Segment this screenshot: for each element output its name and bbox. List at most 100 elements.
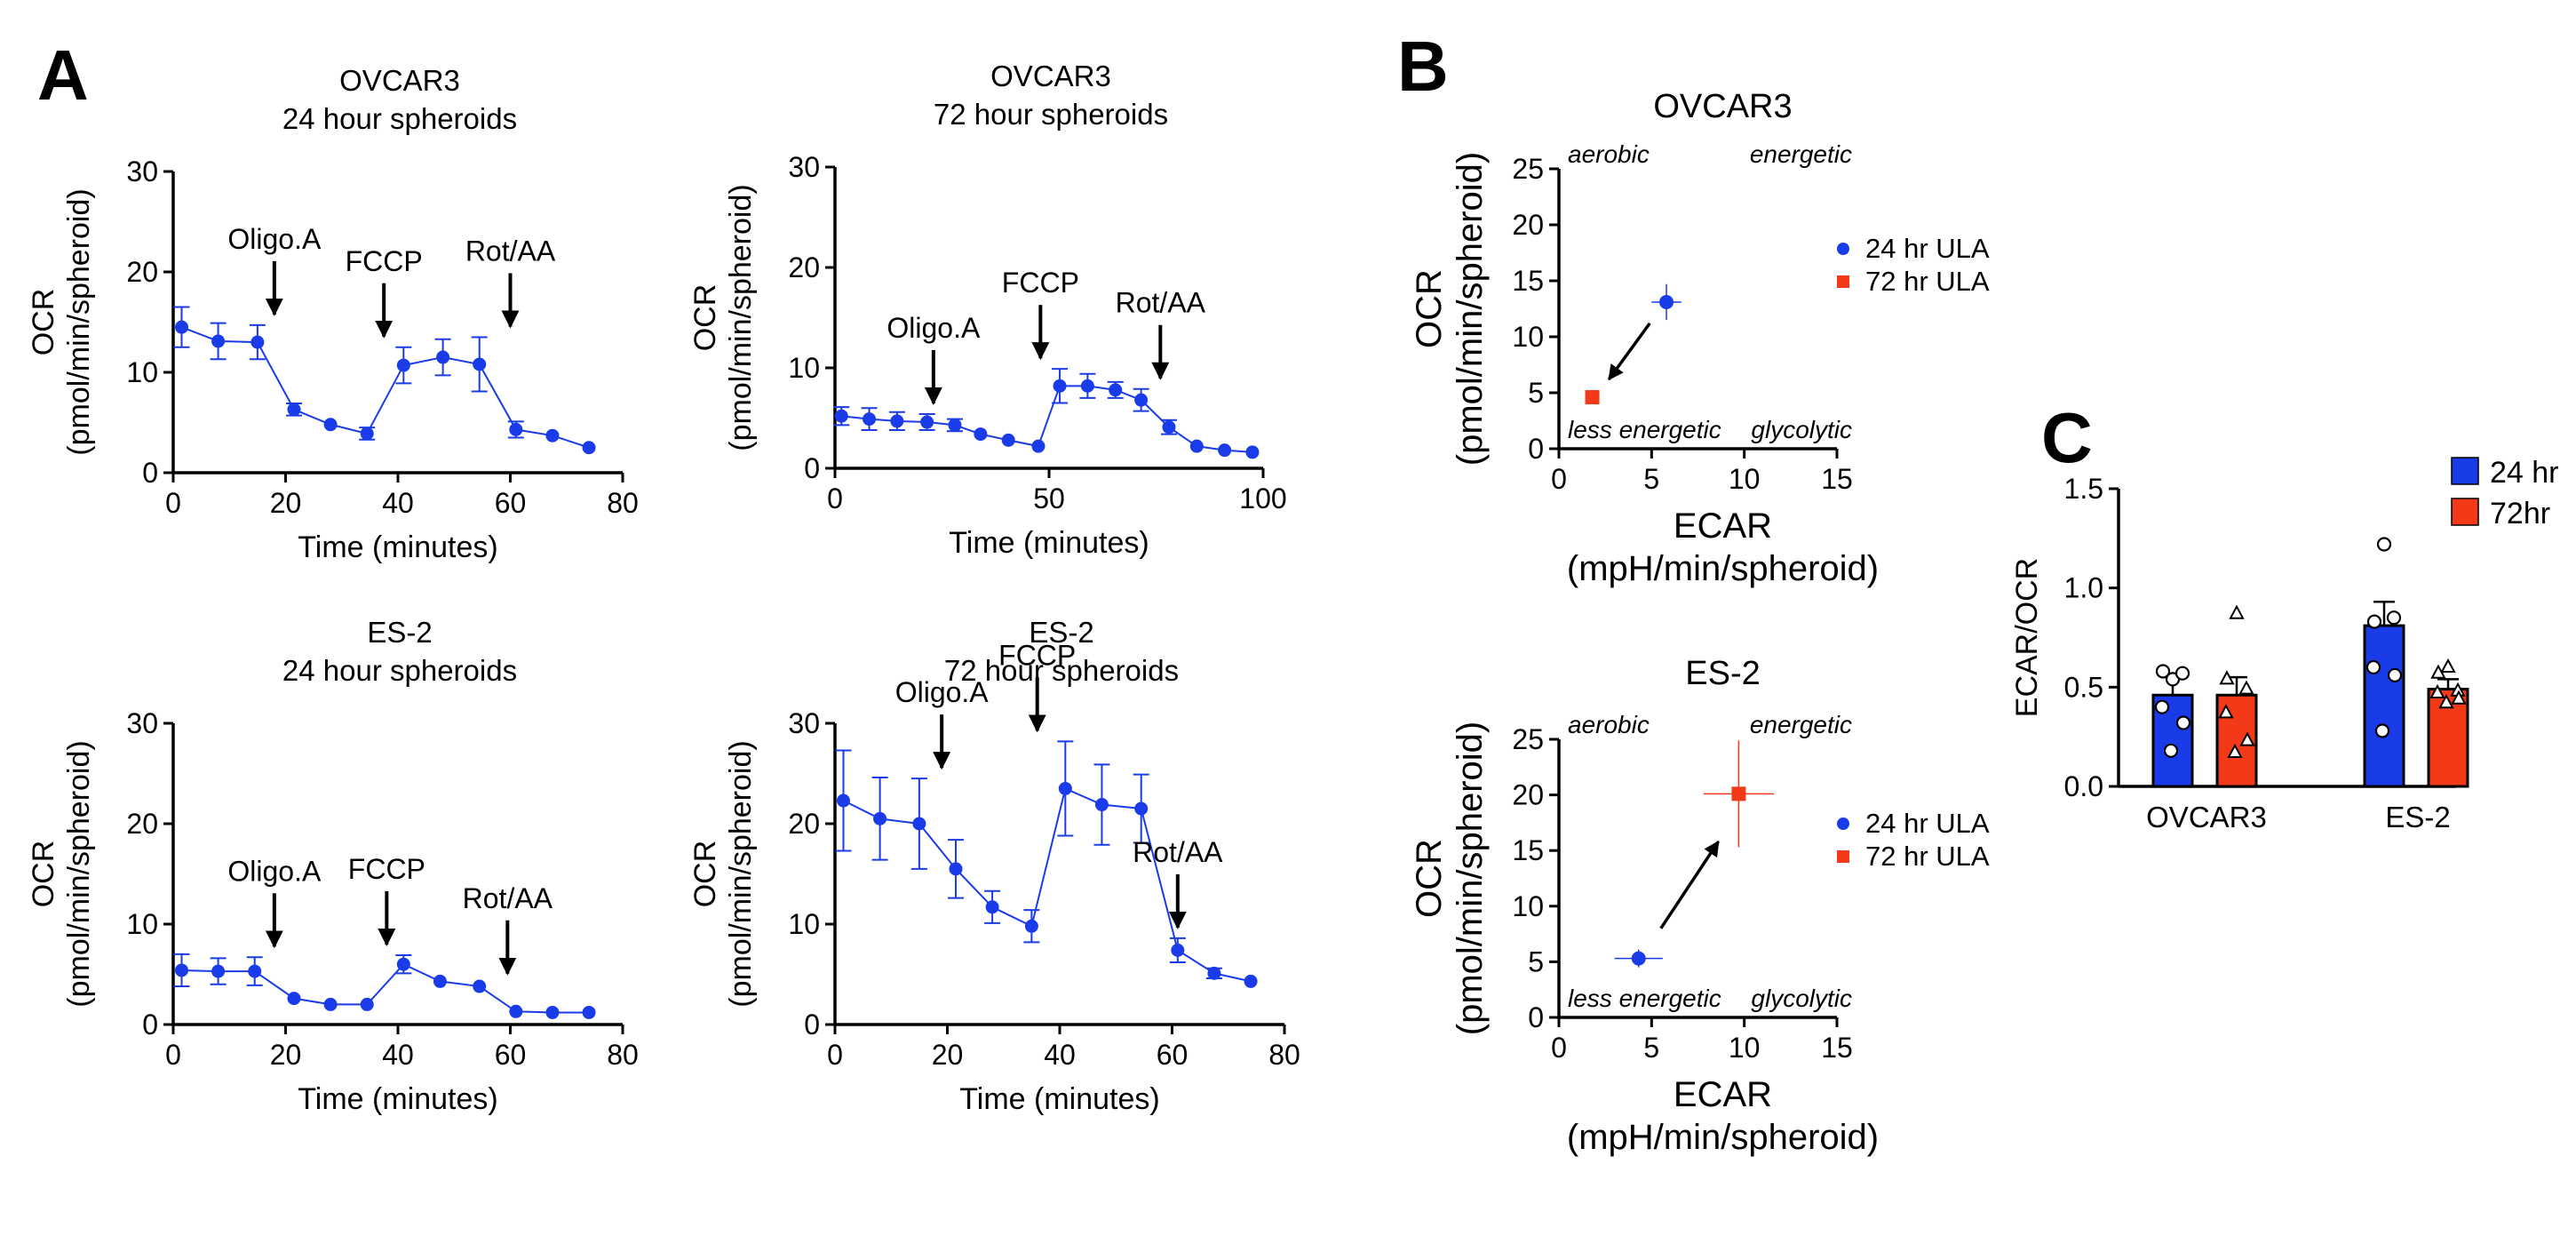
data-point	[473, 979, 487, 993]
x-tick-label: 20	[270, 487, 302, 519]
data-point	[582, 1005, 596, 1019]
x-axis-label: Time (minutes)	[959, 1082, 1159, 1116]
replicate-point	[2219, 670, 2235, 685]
legend-marker	[1837, 817, 1849, 830]
replicate-point	[2366, 614, 2382, 629]
x-tick-label: 0	[1551, 463, 1567, 495]
x-tick-label: 20	[270, 1039, 302, 1071]
x-axis-label: Time (minutes)	[298, 530, 497, 564]
y-tick-label: 5	[1528, 377, 1544, 409]
x-axis-label: Time (minutes)	[949, 526, 1149, 560]
data-point	[174, 320, 188, 334]
replicate-point	[2430, 664, 2446, 679]
y-tick-label: 25	[1512, 723, 1544, 755]
x-tick-label: 0	[165, 1039, 181, 1071]
x-tick-label: 0	[827, 1039, 843, 1071]
replicate-point	[2438, 694, 2454, 709]
y-tick-label: 10	[1512, 890, 1544, 922]
x-tick-label: 40	[382, 487, 414, 519]
quadrant-label-glycolytic: glycolytic	[1751, 985, 1852, 1012]
y-tick-label: 1.0	[2064, 572, 2103, 604]
y-tick-label: 20	[126, 256, 158, 288]
data-point	[985, 900, 999, 914]
x-axis-label: ECAR	[1674, 506, 1772, 546]
data-point	[360, 427, 374, 441]
y-tick-label: 10	[126, 356, 158, 388]
quadrant-label-energetic: energetic	[1750, 711, 1852, 738]
x-tick-label: 20	[932, 1039, 964, 1071]
y-tick-label: 10	[788, 352, 820, 384]
replicate-point	[2451, 690, 2467, 705]
data-point	[948, 418, 962, 432]
annotation-label: Oligo.A	[227, 223, 322, 255]
annotation-label: Oligo.A	[886, 312, 981, 344]
replicate-point	[2386, 610, 2402, 626]
shift-arrow	[1607, 322, 1651, 381]
y-tick-label: 25	[1512, 153, 1544, 185]
legend-marker	[1837, 243, 1849, 255]
annotation-label: Rot/AA	[465, 235, 556, 267]
annotation-label: FCCP	[998, 639, 1076, 671]
data-point	[1024, 919, 1038, 933]
data-point	[863, 412, 877, 427]
data-point	[836, 793, 850, 808]
series-line	[843, 787, 1252, 983]
energy-map-ovcar3-energy-map: OVCAR3 0 5 10 15 20 25 0 5 10 15 ECAR(mpH/min/spher…	[1410, 88, 1990, 588]
data-point	[1058, 781, 1072, 795]
data-point	[1218, 443, 1232, 458]
y-axis-label: OCR	[1410, 269, 1449, 348]
panel-letter-a: A	[37, 36, 89, 115]
data-point	[1631, 951, 1646, 966]
y-tick-label: 20	[1512, 779, 1544, 811]
data-point	[1053, 379, 1067, 393]
chart-subtitle: 24 hour spheroids	[282, 102, 517, 135]
data-point	[436, 350, 450, 364]
data-point	[360, 997, 374, 1011]
legend-label: 72hr	[2490, 497, 2550, 530]
data-point	[473, 357, 487, 371]
data-point	[174, 963, 188, 977]
line-chart-es2-72h: ES-2 72 hour spheroids 0 10 20 30 0 20 40 60 80 Tim…	[688, 616, 1300, 1116]
y-tick-label: 15	[1512, 834, 1544, 866]
y-tick-label: 10	[1512, 321, 1544, 353]
annotation-label: Rot/AA	[463, 882, 553, 914]
data-point	[287, 403, 301, 417]
x-tick-label: 5	[1643, 463, 1659, 495]
replicate-point	[2218, 704, 2234, 719]
data-point	[396, 358, 410, 372]
replicate-point	[2239, 731, 2255, 746]
quadrant-label-energetic: energetic	[1750, 140, 1852, 168]
legend-marker	[2451, 457, 2479, 485]
x-tick-label: 15	[1821, 1032, 1853, 1064]
data-point	[834, 409, 848, 423]
y-axis-unit: (pmol/min/spheroid)	[62, 188, 96, 455]
y-tick-label: 15	[1512, 265, 1544, 297]
y-tick-label: 30	[788, 151, 820, 183]
annotation-label: Rot/AA	[1133, 836, 1223, 868]
annotation-label: Oligo.A	[895, 676, 990, 708]
panel-letter-c: C	[2041, 398, 2093, 477]
y-tick-label: 0	[1528, 1001, 1544, 1033]
bar-chart-ecar-ocr-ratio: 0.0 0.5 1.0 1.5 ECAR/OCR OVCAR3 ES-2 24 hr 72hr	[2010, 456, 2559, 833]
replicate-point	[2154, 699, 2170, 714]
shift-arrow	[1659, 840, 1720, 929]
y-tick-label: 10	[788, 908, 820, 940]
line-chart-ovcar3-72h: OVCAR3 72 hour spheroids 0 10 20 30 0 50 100 Time…	[688, 60, 1287, 560]
data-point	[1109, 383, 1123, 397]
energy-map-es2-energy-map: ES-2 0 5 10 15 20 25 0 5 10 15 ECAR (mpH/min/spheroi…	[1410, 655, 1990, 1157]
replicate-point	[2174, 666, 2190, 681]
y-axis-unit: (pmol/min/spheroid)	[1451, 152, 1490, 466]
y-tick-label: 20	[126, 808, 158, 840]
data-point	[323, 418, 338, 432]
data-point	[873, 811, 887, 825]
y-axis-label: OCR	[688, 284, 722, 352]
y-axis-label: OCR	[688, 841, 722, 908]
y-axis-label: OCR	[27, 289, 60, 356]
y-axis-label: OCR	[27, 841, 60, 908]
annotation-label: Oligo.A	[227, 855, 322, 887]
annotation-label: Rot/AA	[1116, 287, 1206, 319]
data-point	[545, 428, 560, 443]
x-axis-unit: (mpH/min/spheroid)	[1567, 1118, 1879, 1157]
y-axis-unit: (pmol/min/spheroid)	[1451, 722, 1490, 1035]
chart-title: ES-2	[1685, 655, 1760, 692]
